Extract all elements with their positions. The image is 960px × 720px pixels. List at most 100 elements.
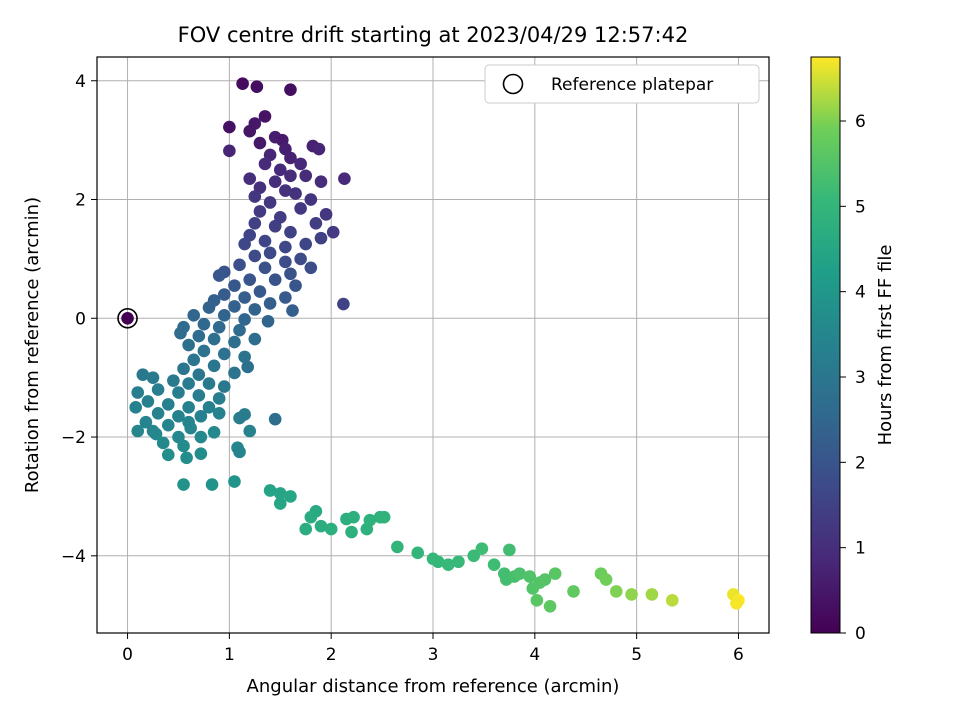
data-point — [730, 597, 743, 610]
data-point — [523, 570, 537, 583]
data-point — [609, 585, 623, 598]
data-point — [243, 273, 257, 286]
colorbar-tick-label: 3 — [855, 368, 866, 388]
data-point — [207, 425, 221, 439]
data-point — [538, 573, 552, 586]
data-point — [212, 392, 226, 405]
data-point — [182, 338, 195, 352]
data-point — [284, 169, 297, 183]
data-point — [289, 279, 302, 292]
data-point — [161, 448, 175, 462]
data-point — [151, 383, 165, 396]
data-point — [289, 187, 302, 200]
data-point — [475, 542, 489, 555]
data-point — [197, 344, 211, 358]
data-point — [567, 585, 580, 598]
data-point — [228, 279, 241, 292]
data-point — [194, 409, 208, 423]
data-point — [136, 368, 150, 381]
data-point — [202, 301, 216, 314]
data-point — [411, 546, 425, 560]
legend-label: Reference platepar — [551, 75, 713, 95]
x-tick-label: 2 — [326, 645, 337, 665]
data-point — [273, 487, 287, 500]
data-point — [233, 258, 246, 272]
data-point — [228, 475, 241, 488]
y-tick-label: 2 — [75, 191, 86, 211]
data-point — [377, 510, 391, 524]
data-point — [487, 558, 501, 572]
data-point — [253, 136, 267, 150]
colorbar-gradient — [810, 56, 841, 634]
data-point — [284, 490, 297, 503]
data-point — [233, 323, 246, 337]
data-point — [197, 317, 211, 331]
data-point — [167, 374, 180, 387]
data-point — [238, 350, 251, 364]
data-point — [182, 401, 195, 414]
data-point — [212, 406, 226, 420]
x-axis-label: Angular distance from reference (arcmin) — [247, 676, 620, 697]
data-point — [304, 193, 318, 206]
data-point — [223, 120, 236, 134]
legend-open-circle-icon — [502, 73, 524, 95]
data-point — [253, 285, 267, 298]
data-point — [299, 169, 313, 183]
data-point — [217, 288, 231, 301]
data-point — [467, 549, 481, 563]
y-tick-label: −4 — [61, 547, 86, 567]
data-point — [338, 172, 351, 186]
data-point — [268, 273, 282, 286]
data-point — [347, 510, 360, 524]
data-point — [391, 540, 404, 554]
data-point — [261, 314, 275, 328]
data-point — [207, 332, 221, 346]
x-tick-label: 3 — [428, 645, 439, 665]
data-point — [202, 377, 216, 390]
data-point — [177, 439, 190, 453]
data-point — [268, 412, 282, 426]
data-point — [217, 380, 231, 393]
data-point — [599, 573, 613, 586]
data-point — [294, 157, 307, 171]
data-point — [248, 249, 262, 263]
data-point — [548, 567, 562, 580]
data-point — [279, 184, 292, 197]
data-point — [228, 335, 241, 349]
y-tick-label: 0 — [75, 309, 86, 329]
data-point — [263, 196, 277, 209]
data-point — [279, 291, 292, 304]
colorbar-tick-label: 6 — [855, 112, 866, 132]
colorbar-tick-label: 0 — [855, 624, 866, 644]
data-point — [241, 360, 254, 374]
data-point — [324, 522, 338, 536]
data-point — [187, 353, 201, 367]
data-point — [141, 395, 155, 408]
data-point — [263, 297, 277, 310]
data-point — [228, 366, 241, 380]
data-point — [258, 157, 272, 171]
data-point — [319, 208, 333, 221]
data-point — [337, 297, 350, 311]
data-point — [345, 525, 358, 539]
data-point — [360, 522, 374, 536]
data-point — [161, 418, 175, 432]
data-point — [182, 415, 195, 429]
colorbar-tick-label: 4 — [855, 283, 866, 303]
data-point — [299, 522, 313, 536]
data-point — [156, 436, 170, 450]
data-point — [431, 555, 445, 569]
y-tick-label: 4 — [75, 72, 86, 92]
x-tick-label: 1 — [224, 645, 235, 665]
data-point — [243, 424, 257, 438]
y-axis-label: Rotation from reference (arcmin) — [22, 197, 43, 493]
data-point — [248, 303, 262, 316]
data-point — [207, 359, 221, 373]
data-point — [304, 261, 318, 275]
data-point — [228, 300, 241, 313]
reference-platepar-marker — [117, 307, 138, 329]
data-point — [238, 313, 251, 326]
x-tick-label: 5 — [631, 645, 642, 665]
y-tick-label: −2 — [61, 428, 86, 448]
